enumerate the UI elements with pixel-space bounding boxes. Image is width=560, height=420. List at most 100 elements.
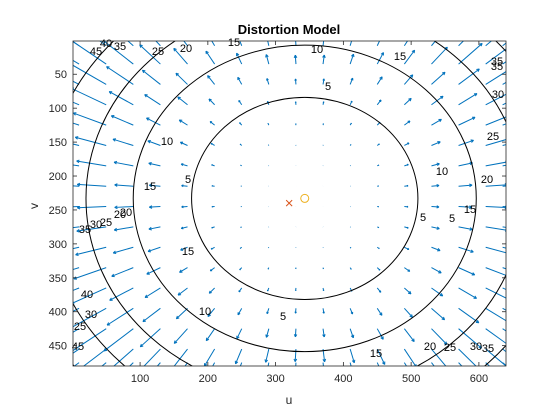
center-markers [285,193,310,207]
contour-label: 30 [85,309,97,321]
distortion-vector [237,308,243,316]
distortion-vector [502,226,506,228]
distortion-vector [376,348,386,365]
distortion-vector [148,161,161,167]
y-axis-label: v [27,203,41,209]
contour-label: 5 [280,311,286,323]
distortion-vector [349,100,353,105]
distortion-vector [240,164,242,167]
distortion-vector [129,362,134,366]
y-tick-label: 350 [49,273,67,285]
chart-title: Distortion Model [238,22,341,37]
distortion-vector [376,76,383,85]
distortion-vector [322,123,325,126]
distortion-vector [403,348,417,366]
distortion-vector [458,116,476,126]
distortion-vector [143,348,161,366]
contour-label: 45 [90,46,102,58]
distortion-vector [431,328,448,345]
distortion-vector [75,246,107,256]
distortion-vector [431,307,446,321]
distortion-vector [403,49,416,65]
distortion-vector [485,71,506,85]
distortion-vector [502,362,506,366]
distortion-vector [431,226,440,230]
distortion-vector [207,308,216,317]
y-tick-label: 150 [49,137,67,149]
distortion-vector [485,93,506,106]
x-tick-label: 600 [470,373,488,385]
distortion-vector [404,97,412,106]
distortion-vector [73,41,107,65]
distortion-vector [322,362,324,366]
contour-line-10 [132,44,477,353]
distortion-vector [203,348,216,366]
distortion-vector [144,287,161,298]
distortion-vector [458,267,476,276]
distortion-vector [267,122,270,126]
distortion-vector [458,139,474,146]
contour-label: 5 [325,81,331,93]
distortion-vector [76,159,107,167]
distortion-vector [155,41,161,47]
distortion-vector [377,226,380,229]
distortion-vector [293,54,298,65]
distortion-vector [458,93,478,106]
contour-line-5 [191,96,419,301]
distortion-vector [73,80,80,85]
distortion-vector [73,362,80,366]
distortion-vector [404,184,409,187]
contour-label: 15 [464,204,476,216]
distortion-vector [177,96,188,106]
distortion-vector [175,307,188,320]
distortion-vector [431,46,448,65]
distortion-vector [322,328,326,338]
distortion-vector [458,161,473,167]
contour-label: 10 [161,136,173,148]
x-tick-label: 300 [266,373,284,385]
distortion-vector [404,120,411,126]
distortion-vector [207,75,216,85]
contour-label: 25 [487,131,499,143]
contour-label: 35 [482,343,494,355]
distortion-vector [76,182,107,187]
distortion-vector [349,267,352,270]
contour-label: 20 [180,43,192,55]
distortion-vector [485,139,506,146]
distortion-vector [458,287,477,299]
distortion-vector [101,362,107,366]
distortion-vector [458,328,483,349]
distortion-vector [376,287,382,293]
distortion-vector [106,307,134,326]
distortion-vector [73,328,107,352]
distortion-vector [178,119,188,126]
distortion-vector [502,307,506,311]
contour-label: 20 [424,341,436,353]
distortion-vector [73,307,107,328]
x-tick-label: 200 [199,373,217,385]
distortion-vector [502,61,506,65]
distortion-vector [208,287,215,294]
distortion-vector [349,122,352,126]
x-tick-label: 400 [334,373,352,385]
distortion-vector [73,87,107,106]
distortion-vector [502,164,506,167]
distortion-vector [103,328,134,352]
contour-label: 15 [144,181,156,193]
distortion-vector [73,64,107,85]
distortion-vector [267,287,270,292]
contour-label: 5 [420,212,426,224]
distortion-vector [73,112,107,126]
contour-label: 10 [436,166,448,178]
y-tick-label: 100 [49,103,67,115]
distortion-vector [240,226,242,228]
contour-label: 25 [100,217,112,229]
distortion-vector [403,74,414,85]
distortion-vector [179,141,188,146]
distortion-vector [180,246,188,251]
distortion-vector [349,348,356,364]
distortion-vector [77,205,107,210]
distortion-vector [112,246,134,255]
distortion-vector [144,94,161,106]
